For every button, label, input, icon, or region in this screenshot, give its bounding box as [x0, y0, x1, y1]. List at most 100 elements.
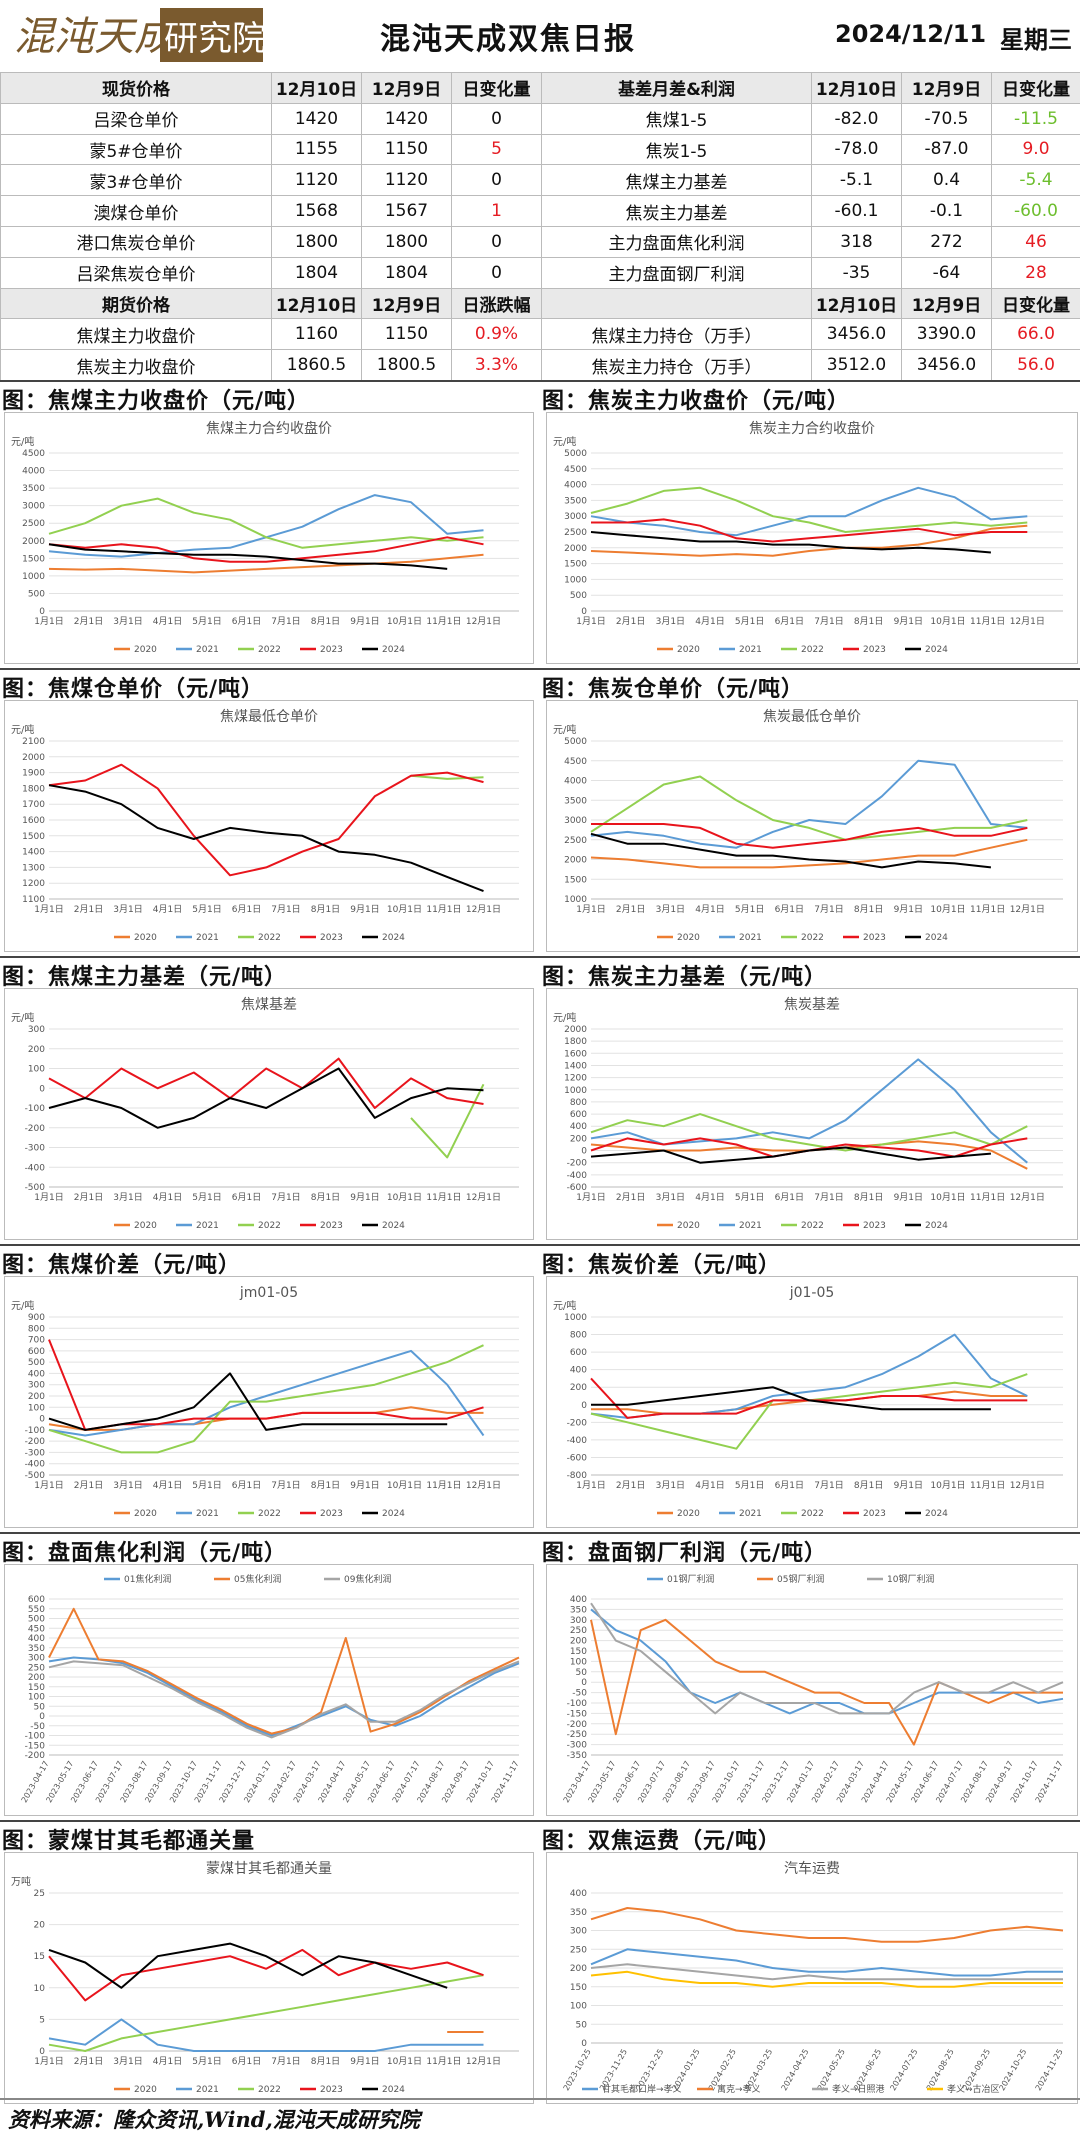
x-tick-label: 2月1日: [74, 904, 103, 915]
table-header: 现货价格 12月10日 12月9日 日变化量 基差月差&利润 12月10日 12月9日 日变化…: [0, 72, 1080, 104]
y-tick-label: 0: [39, 607, 45, 617]
y-tick-label: -150: [25, 1741, 46, 1751]
x-tick-label: 9月1日: [350, 1480, 379, 1491]
chart-title: 焦炭主力合约收盘价: [749, 420, 875, 437]
x-tick-label: 1月1日: [34, 616, 63, 627]
y-tick-label: 1200: [22, 879, 45, 889]
x-tick-label: 7月1日: [814, 1192, 843, 1203]
table-header-cell: 现货价格: [0, 72, 272, 104]
table-row-cell: 1568: [271, 195, 362, 227]
y-tick-label: 5000: [564, 449, 587, 459]
chart-section-title: 图：双焦运费（元/吨）: [542, 1828, 782, 1854]
x-tick-label: 9月1日: [350, 1192, 379, 1203]
x-tick-label: 5月1日: [735, 904, 764, 915]
series-line-2023: [48, 1948, 484, 2002]
x-tick-label: 1月1日: [34, 1480, 63, 1491]
x-tick-label: 5月1日: [192, 904, 221, 915]
section-divider: [0, 1820, 1080, 1822]
legend-label: 2024: [382, 1221, 405, 1231]
legend-label: 01焦化利润: [124, 1573, 171, 1585]
table-row-cell: 0.9%: [451, 318, 542, 351]
y-tick-label: 1500: [22, 554, 45, 564]
y-tick-label: -200: [25, 1751, 46, 1761]
series-line-2021: [48, 2018, 484, 2052]
x-tick-label: 7月1日: [271, 2056, 300, 2067]
y-tick-label: 300: [570, 1616, 587, 1626]
legend-label: 01钢厂利润: [667, 1573, 714, 1585]
table-row-cell: 56.0: [991, 349, 1080, 381]
y-tick-label: 200: [570, 1637, 587, 1647]
x-tick-label: 1月1日: [34, 904, 63, 915]
y-tick-label: 100: [570, 1657, 587, 1667]
table-row-cell: -60.1: [811, 195, 902, 227]
section-divider: [0, 1244, 1080, 1246]
x-tick-label: 6月1日: [232, 1192, 261, 1203]
x-tick-label: 4月1日: [153, 1480, 182, 1491]
x-tick-label: 3月1日: [656, 1192, 685, 1203]
table-row-cell: 吕梁焦炭仓单价: [0, 256, 272, 289]
x-tick-label: 3月1日: [656, 1480, 685, 1491]
table-row: 吕梁焦炭仓单价 1804 1804 0 主力盘面钢厂利润 -35 -64 28: [0, 256, 1080, 289]
legend-label: 2021: [739, 1221, 762, 1231]
x-tick-label: 9月1日: [350, 2056, 379, 2067]
chart-panel: 焦炭主力合约收盘价 元/吨 0 500 1000 1500 2000 2500 3000 3500…: [546, 412, 1078, 664]
table-row-cell: 澳煤仓单价: [0, 195, 272, 227]
x-tick-label: 12月1日: [466, 904, 501, 915]
y-tick-label: -200: [25, 1124, 46, 1134]
y-tick-label: 1000: [564, 1086, 587, 1096]
x-tick-label: 6月1日: [775, 616, 804, 627]
y-tick-label: 300: [28, 1654, 45, 1664]
series-line-2022: [48, 497, 484, 549]
series-line-2024: [591, 1386, 991, 1411]
legend-label: 2022: [258, 933, 281, 943]
y-tick-label: -600: [567, 1183, 588, 1193]
chart-section-title: 图：焦煤主力收盘价（元/吨）: [2, 388, 311, 414]
y-tick-label: 1600: [22, 816, 45, 826]
chart-svg: jm01-05 元/吨 -500-400 -300-200-1000 100200300…: [11, 1285, 519, 1519]
table-row-cell: 焦炭主力基差: [541, 195, 812, 227]
y-tick-label: 400: [28, 1369, 45, 1379]
x-tick-label: 3月1日: [113, 2056, 142, 2067]
y-tick-label: 200: [570, 1964, 587, 1974]
x-tick-label: 2月1日: [616, 1192, 645, 1203]
series-line-2022: [590, 1373, 1028, 1450]
y-tick-label: 100: [28, 1693, 45, 1703]
table-row-cell: -5.1: [811, 164, 902, 197]
y-tick-label: -200: [567, 1418, 588, 1428]
chart-section-title: 图：焦炭主力收盘价（元/吨）: [542, 388, 851, 414]
logo: 混沌天成 研究院: [10, 6, 266, 64]
x-tick-label: 11月1日: [970, 616, 1005, 627]
y-tick-label: 1400: [22, 848, 45, 858]
y-tick-label: 1500: [564, 560, 587, 570]
x-tick-label: 4月1日: [153, 904, 182, 915]
series-line-2021: [590, 1333, 1028, 1419]
x-tick-label: 12月1日: [466, 1192, 501, 1203]
table-row-cell: -60.0: [991, 195, 1080, 227]
series-line-2022: [590, 486, 1028, 533]
legend-label: 2020: [134, 2085, 157, 2095]
y-tick-label: -500: [25, 1471, 46, 1481]
table-row-cell: 1567: [361, 195, 452, 227]
table-row-cell: 1800: [271, 225, 362, 258]
table-row-cell: 1420: [271, 102, 362, 135]
y-tick-label: -250: [567, 1730, 588, 1740]
table-header-cell: 日涨跌幅: [451, 287, 542, 320]
x-tick-label: 9月1日: [894, 904, 923, 915]
chart-title: j01-05: [789, 1285, 835, 1301]
x-tick-label: 1月1日: [576, 616, 605, 627]
x-tick-label: 4月1日: [695, 616, 724, 627]
y-tick-label: 700: [28, 1336, 45, 1346]
y-tick-label: 4000: [564, 481, 587, 491]
legend-label: 2024: [925, 933, 948, 943]
table-row-cell: 46: [991, 225, 1080, 258]
legend-label: 2021: [739, 645, 762, 655]
legend-label: 2020: [677, 1509, 700, 1519]
legend-label: 2022: [801, 933, 824, 943]
x-tick-label: 9月1日: [894, 616, 923, 627]
y-tick-label: 550: [28, 1605, 45, 1615]
y-tick-label: 0: [581, 1678, 587, 1688]
x-tick-label: 12月1日: [1010, 616, 1045, 627]
